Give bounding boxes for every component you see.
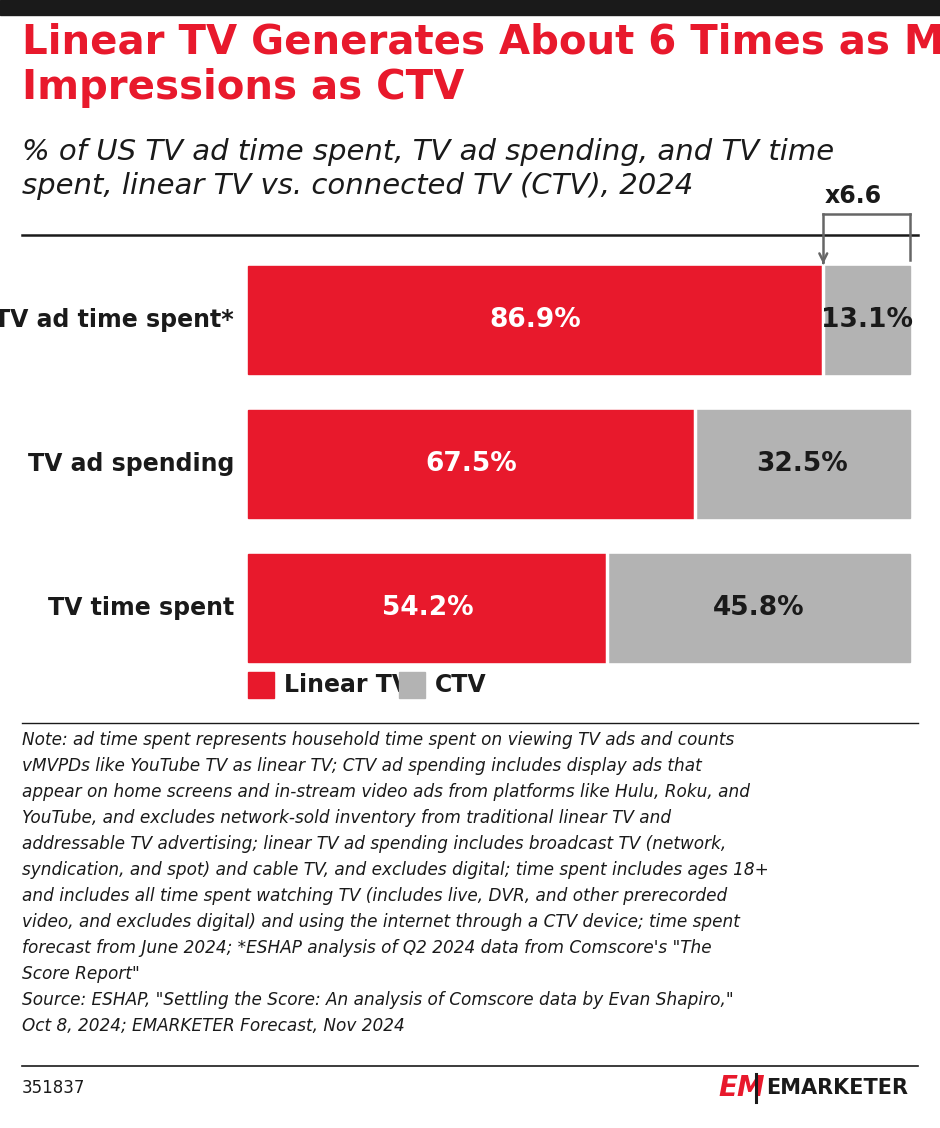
Text: and includes all time spent watching TV (includes live, DVR, and other prerecord: and includes all time spent watching TV …	[22, 887, 728, 905]
Text: video, and excludes digital) and using the internet through a CTV device; time s: video, and excludes digital) and using t…	[22, 913, 740, 931]
Text: addressable TV advertising; linear TV ad spending includes broadcast TV (network: addressable TV advertising; linear TV ad…	[22, 835, 727, 853]
Text: 13.1%: 13.1%	[821, 307, 913, 333]
Text: x6.6: x6.6	[825, 184, 883, 208]
Text: TV ad time spent*: TV ad time spent*	[0, 308, 234, 332]
Text: TV time spent: TV time spent	[48, 596, 234, 620]
Bar	[607, 554, 910, 662]
Text: 32.5%: 32.5%	[757, 451, 848, 477]
Text: EMARKETER: EMARKETER	[766, 1078, 908, 1098]
Text: Linear TV: Linear TV	[284, 673, 410, 697]
Text: vMVPDs like YouTube TV as linear TV; CTV ad spending includes display ads that: vMVPDs like YouTube TV as linear TV; CTV…	[22, 757, 702, 775]
Bar	[0, 0, 940, 15]
Bar	[248, 672, 274, 698]
Text: 86.9%: 86.9%	[490, 307, 582, 333]
Text: 351837: 351837	[22, 1079, 86, 1098]
Text: 45.8%: 45.8%	[713, 594, 805, 622]
Text: syndication, and spot) and cable TV, and excludes digital; time spent includes a: syndication, and spot) and cable TV, and…	[22, 861, 769, 879]
Bar	[695, 409, 910, 518]
Bar	[399, 672, 425, 698]
Bar	[248, 409, 695, 518]
Bar	[248, 554, 607, 662]
Text: appear on home screens and in-stream video ads from platforms like Hulu, Roku, a: appear on home screens and in-stream vid…	[22, 783, 750, 801]
Text: Score Report": Score Report"	[22, 964, 140, 982]
Text: TV ad spending: TV ad spending	[27, 452, 234, 476]
Bar	[248, 266, 823, 374]
Text: YouTube, and excludes network-sold inventory from traditional linear TV and: YouTube, and excludes network-sold inven…	[22, 809, 671, 827]
Text: 54.2%: 54.2%	[382, 594, 473, 622]
Text: CTV: CTV	[435, 673, 487, 697]
Text: % of US TV ad time spent, TV ad spending, and TV time
spent, linear TV vs. conne: % of US TV ad time spent, TV ad spending…	[22, 138, 834, 200]
Text: Source: ESHAP, "Settling the Score: An analysis of Comscore data by Evan Shapiro: Source: ESHAP, "Settling the Score: An a…	[22, 992, 733, 1010]
Text: forecast from June 2024; *ESHAP analysis of Q2 2024 data from Comscore's "The: forecast from June 2024; *ESHAP analysis…	[22, 938, 712, 957]
Bar	[823, 266, 910, 374]
Text: Oct 8, 2024; EMARKETER Forecast, Nov 2024: Oct 8, 2024; EMARKETER Forecast, Nov 202…	[22, 1017, 405, 1036]
Text: Note: ad time spent represents household time spent on viewing TV ads and counts: Note: ad time spent represents household…	[22, 731, 734, 749]
Text: Linear TV Generates About 6 Times as Many Ad
Impressions as CTV: Linear TV Generates About 6 Times as Man…	[22, 23, 940, 107]
Text: EM: EM	[718, 1074, 764, 1102]
Text: 67.5%: 67.5%	[426, 451, 517, 477]
